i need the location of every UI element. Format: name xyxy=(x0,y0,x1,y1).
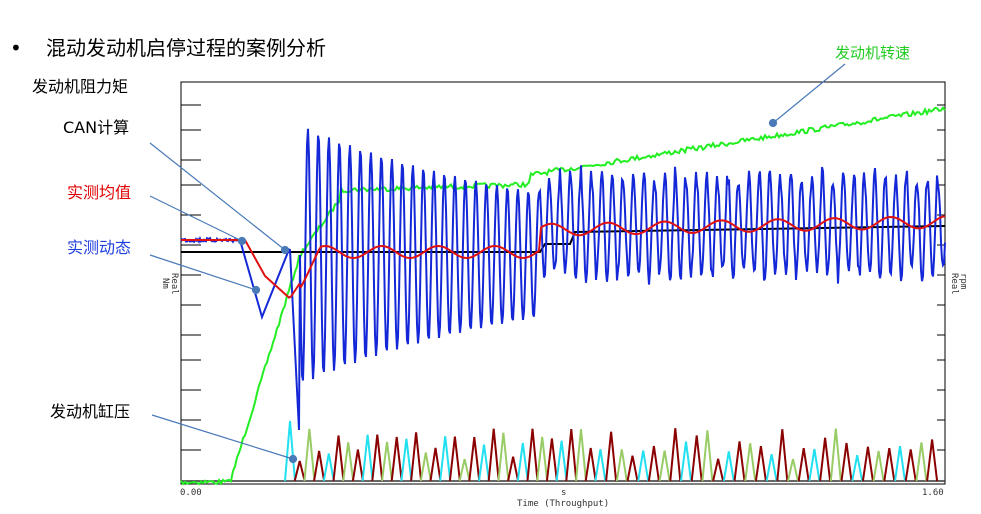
label-can: CAN计算 xyxy=(63,118,129,137)
pointer-line xyxy=(772,63,846,124)
label-dynamic: 实测动态 xyxy=(67,238,131,257)
cyl-spike xyxy=(390,436,403,482)
x-start: 0.00 xyxy=(180,488,202,498)
cyl-spike xyxy=(637,450,650,482)
cyl-spike xyxy=(787,458,799,482)
pointer-line xyxy=(149,142,286,251)
cyl-spike xyxy=(776,429,789,482)
pointer-line xyxy=(151,414,294,460)
cyl-spike xyxy=(284,420,296,482)
y-left-unit: Nm xyxy=(160,278,170,289)
pointer-dot xyxy=(768,118,778,128)
cyl-spike xyxy=(468,436,481,482)
cyl-spike xyxy=(322,453,335,482)
cyl-spike xyxy=(647,445,660,482)
cyl-spike xyxy=(458,458,471,482)
pointer-dot xyxy=(288,454,298,464)
measured-dynamic xyxy=(180,128,946,431)
y-right-unit: rpm xyxy=(958,273,968,289)
pointer-dot xyxy=(251,285,261,295)
cyl-spike xyxy=(303,428,316,482)
cyl-spike xyxy=(797,448,810,482)
cyl-spike xyxy=(575,429,587,482)
cyl-spike xyxy=(722,451,735,482)
pointer-line xyxy=(149,254,257,291)
cyl-spike xyxy=(733,441,746,482)
cyl-spike xyxy=(861,446,874,482)
annotations xyxy=(149,63,846,464)
cyl-spike xyxy=(371,434,384,482)
label-cylinder: 发动机缸压 xyxy=(50,402,130,421)
cyl-spike xyxy=(507,456,520,482)
slide-title: 混动发动机启停过程的案例分析 xyxy=(46,36,326,60)
cyl-spike xyxy=(883,448,896,482)
cyl-spike xyxy=(497,432,510,482)
cyl-spike xyxy=(669,428,682,482)
cyl-spike xyxy=(313,450,326,482)
cyl-spike xyxy=(478,444,490,482)
y-right-type: Real xyxy=(949,273,959,295)
bullet: • xyxy=(10,36,22,60)
label-speed: 发动机转速 xyxy=(835,44,910,62)
cyl-spike xyxy=(819,437,832,482)
cyl-spike xyxy=(765,454,778,482)
x-end: 1.60 xyxy=(922,488,944,498)
cyl-spike xyxy=(487,428,500,482)
cyl-spike xyxy=(555,440,568,482)
cyl-spike xyxy=(448,436,461,482)
cyl-spike xyxy=(626,455,639,482)
cyl-spike xyxy=(904,449,917,482)
engine-speed xyxy=(180,106,946,486)
traces xyxy=(180,104,946,486)
cyl-spike xyxy=(381,441,393,482)
x-title: Time (Throughput) xyxy=(517,499,609,509)
cyl-spike xyxy=(594,449,607,482)
cyl-spike xyxy=(332,435,345,482)
cyl-spike xyxy=(584,447,597,482)
cyl-spike xyxy=(829,428,842,482)
cyl-spike xyxy=(565,429,578,482)
cyl-spike xyxy=(851,455,864,482)
cyl-spike xyxy=(293,460,306,482)
cyl-spike xyxy=(872,450,885,482)
cyl-spike xyxy=(400,438,413,482)
cyl-spike xyxy=(361,434,374,482)
plot-frame xyxy=(180,81,946,485)
cyl-spike xyxy=(419,452,432,482)
pointer-dot xyxy=(280,245,290,255)
cyl-spike xyxy=(439,436,452,482)
cyl-spike xyxy=(744,443,757,482)
cyl-spike xyxy=(351,449,364,482)
cyl-spike xyxy=(754,446,767,482)
cyl-spike xyxy=(840,442,853,482)
cyl-spike xyxy=(536,436,549,482)
cyl-spike xyxy=(690,435,703,482)
measured-mean xyxy=(181,215,946,299)
pointer-dot xyxy=(237,236,247,246)
cyl-spike xyxy=(712,458,725,482)
cyl-spike xyxy=(658,450,671,482)
x-unit: s xyxy=(561,488,566,498)
cyl-spike xyxy=(516,442,529,482)
cyl-spike xyxy=(701,430,714,482)
label-resistance: 发动机阻力矩 xyxy=(32,77,128,96)
y-left-type: Real xyxy=(169,273,179,295)
cyl-spike xyxy=(605,431,618,482)
cyl-spike xyxy=(926,439,939,482)
cyl-spike xyxy=(526,428,539,482)
cyl-spike xyxy=(808,448,821,482)
cyl-spike xyxy=(680,441,692,482)
cyl-spike xyxy=(915,442,928,482)
cyl-spike xyxy=(545,438,558,482)
label-mean: 实测均值 xyxy=(67,183,131,202)
cyl-spike xyxy=(615,449,628,482)
cyl-spike xyxy=(410,432,423,482)
cyl-spike xyxy=(429,447,442,482)
cyl-spike xyxy=(342,442,355,482)
cyl-spike xyxy=(894,446,906,482)
pointer-line xyxy=(149,195,243,242)
